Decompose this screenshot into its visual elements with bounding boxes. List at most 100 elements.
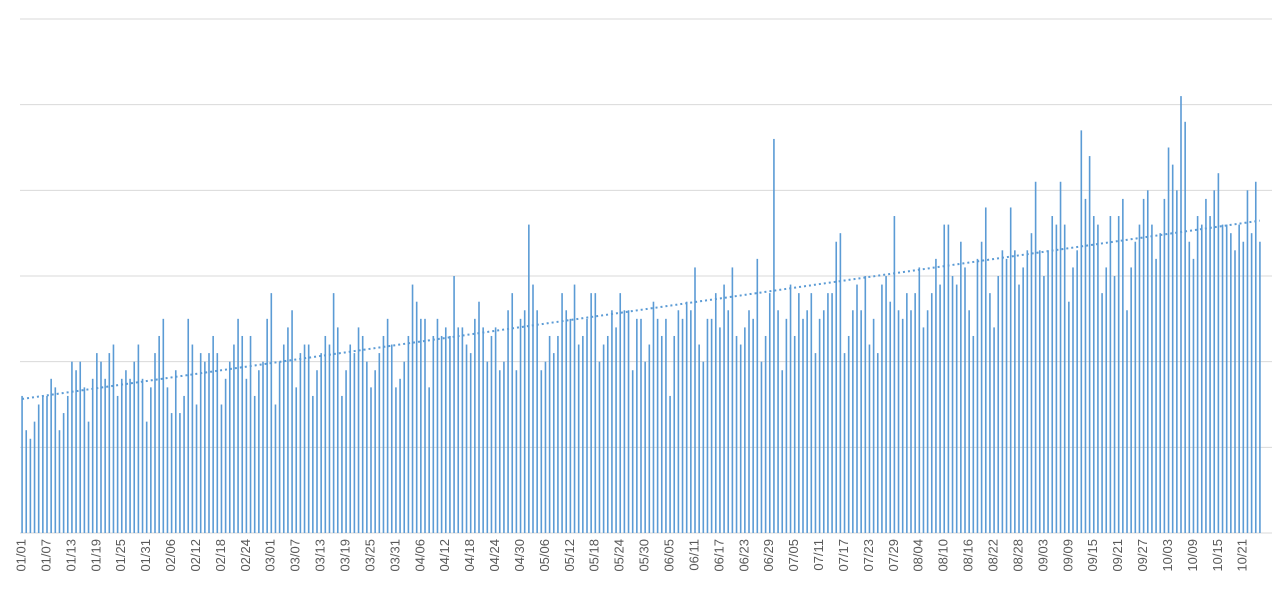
bar bbox=[914, 293, 916, 533]
bar bbox=[395, 387, 397, 533]
bar bbox=[262, 361, 264, 533]
bar bbox=[1130, 267, 1132, 533]
bar bbox=[930, 293, 933, 533]
bar bbox=[332, 293, 335, 533]
bar bbox=[685, 301, 688, 533]
x-tick-label: 07/05 bbox=[786, 539, 801, 572]
bar bbox=[390, 344, 393, 533]
bar bbox=[1151, 224, 1153, 533]
x-tick-label: 04/18 bbox=[462, 539, 477, 572]
bar bbox=[150, 387, 152, 533]
bar bbox=[87, 421, 90, 533]
x-tick-label: 06/05 bbox=[662, 539, 677, 572]
bar bbox=[885, 276, 887, 533]
bar bbox=[428, 387, 430, 533]
bar bbox=[565, 310, 568, 533]
bar bbox=[91, 378, 94, 533]
bar bbox=[968, 310, 970, 533]
bar bbox=[316, 370, 318, 533]
bar bbox=[1217, 173, 1220, 533]
bar bbox=[1072, 267, 1074, 533]
bar bbox=[602, 344, 605, 533]
bar bbox=[54, 387, 57, 533]
bar bbox=[868, 344, 871, 533]
x-tick-label: 01/25 bbox=[113, 539, 128, 572]
bar bbox=[615, 327, 617, 533]
bar bbox=[1134, 241, 1137, 533]
bar bbox=[789, 284, 792, 533]
x-tick-label: 07/11 bbox=[811, 539, 826, 571]
bar bbox=[299, 353, 302, 533]
x-tick-label: 03/31 bbox=[387, 539, 402, 572]
bar bbox=[33, 421, 36, 533]
bar bbox=[403, 361, 406, 533]
bar bbox=[594, 293, 597, 533]
bar bbox=[515, 370, 518, 533]
bar bbox=[1022, 267, 1024, 533]
bar bbox=[673, 335, 676, 533]
bar bbox=[449, 335, 451, 533]
bar bbox=[1196, 216, 1199, 534]
bar bbox=[444, 327, 447, 533]
bar bbox=[490, 335, 493, 533]
bar bbox=[735, 335, 738, 533]
bar bbox=[822, 310, 825, 533]
bar bbox=[399, 378, 401, 533]
bar bbox=[349, 344, 352, 533]
bar bbox=[366, 361, 368, 533]
bar bbox=[199, 353, 202, 533]
bar bbox=[1088, 156, 1091, 534]
bar bbox=[328, 344, 331, 533]
bar bbox=[976, 258, 979, 533]
x-tick-label: 07/17 bbox=[836, 539, 851, 572]
bar bbox=[540, 370, 543, 533]
bar bbox=[1171, 164, 1174, 533]
bar bbox=[1176, 190, 1178, 534]
bar bbox=[179, 413, 181, 533]
bar bbox=[523, 310, 526, 533]
bar bbox=[1192, 258, 1195, 533]
bar bbox=[137, 344, 140, 533]
bar bbox=[465, 344, 468, 533]
bar bbox=[1250, 233, 1253, 533]
bar bbox=[1254, 181, 1257, 533]
bar bbox=[972, 335, 975, 533]
bar bbox=[860, 310, 862, 533]
bar bbox=[552, 353, 555, 533]
bar bbox=[847, 335, 850, 533]
bar bbox=[278, 361, 281, 533]
bar bbox=[303, 344, 306, 533]
bar bbox=[1038, 250, 1041, 534]
bar bbox=[145, 421, 148, 533]
bar bbox=[577, 344, 580, 533]
bar bbox=[1043, 276, 1045, 533]
bar bbox=[1200, 224, 1203, 533]
bar bbox=[723, 284, 725, 533]
bar bbox=[611, 310, 613, 533]
bar bbox=[432, 335, 435, 533]
bar bbox=[1188, 241, 1191, 533]
bar bbox=[760, 361, 763, 533]
bar bbox=[37, 404, 40, 533]
bar bbox=[652, 301, 655, 533]
bar bbox=[494, 327, 497, 533]
bar bbox=[162, 318, 165, 533]
x-tick-label: 09/03 bbox=[1035, 539, 1050, 572]
x-tick-label: 08/10 bbox=[936, 539, 951, 572]
bar bbox=[590, 293, 592, 533]
bar bbox=[918, 267, 921, 533]
bar bbox=[1051, 216, 1054, 534]
bar bbox=[1084, 198, 1087, 533]
bar bbox=[756, 258, 759, 533]
bar bbox=[910, 310, 912, 533]
x-tick-label: 02/18 bbox=[213, 539, 228, 572]
bar bbox=[980, 241, 983, 533]
bar bbox=[698, 344, 700, 533]
bar bbox=[75, 370, 77, 533]
bar bbox=[852, 310, 854, 533]
bar bbox=[955, 284, 958, 533]
x-tick-label: 10/15 bbox=[1210, 539, 1225, 572]
x-tick-label: 03/25 bbox=[362, 539, 377, 572]
bar bbox=[1246, 190, 1249, 534]
bar bbox=[702, 361, 705, 533]
